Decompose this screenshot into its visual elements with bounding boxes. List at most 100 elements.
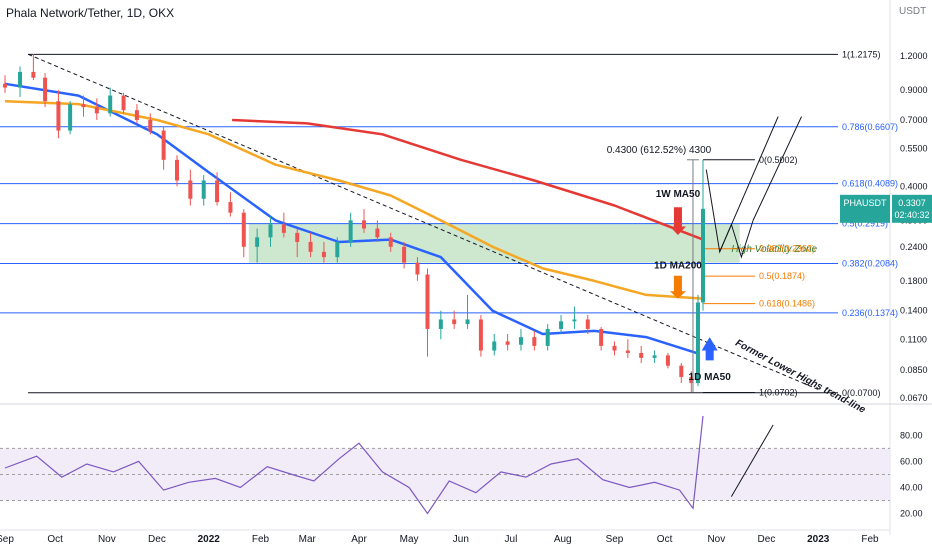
y-tick-label: 0.9000 (900, 85, 928, 95)
fib-ext-label: 0.382(0.2362) (759, 244, 815, 254)
y-tick-label: 0.0670 (900, 393, 928, 403)
candle-body (599, 328, 604, 346)
candle-body (108, 95, 113, 114)
candle-body (402, 246, 407, 263)
symbol-label: PHAUSDT (843, 198, 887, 208)
candle-body (572, 319, 577, 322)
candle-body (375, 228, 380, 238)
x-tick-label: Nov (98, 534, 116, 545)
candle-body (438, 319, 443, 329)
candle-body (201, 180, 206, 199)
candle-body (532, 337, 537, 346)
fib-ext-label: 0(0.5002) (759, 155, 798, 165)
ma-line (4, 99, 704, 300)
candle-body (505, 341, 510, 345)
candle-body (68, 104, 73, 131)
trendline (28, 53, 819, 390)
x-tick-label: Nov (707, 534, 725, 545)
x-tick-label: Jul (505, 534, 518, 545)
y-tick-label: 0.4000 (900, 181, 928, 191)
candle-body (295, 232, 300, 242)
y-tick-label: 1.2000 (900, 51, 928, 61)
candle-body (478, 319, 483, 351)
candle-body (612, 345, 617, 351)
fib-ext-label: 1(0.0702) (759, 387, 798, 397)
candle-body (188, 180, 193, 199)
candle-body (174, 159, 179, 181)
x-tick-label: Aug (554, 534, 572, 545)
y-tick-label: 0.1800 (900, 276, 928, 286)
fib-ext-label: 0.5(0.1874) (759, 271, 805, 281)
candle-body (388, 237, 393, 247)
x-tick-label: Apr (351, 534, 367, 545)
fib-ext-label: 0.618(0.1486) (759, 299, 815, 309)
x-tick-label: Dec (758, 534, 776, 545)
label-1d-ma50: 1D MA50 (689, 372, 732, 383)
candle-body (94, 107, 99, 114)
x-tick-label: Feb (252, 534, 270, 545)
candle-body (31, 71, 36, 78)
y-tick-label: 0.5500 (900, 144, 928, 154)
candle-body (255, 237, 260, 247)
label-1d-ma200: 1D MA200 (654, 260, 702, 271)
candle-body (241, 212, 246, 247)
arrow-down-orange (669, 275, 686, 299)
currency-label: USDT (899, 6, 927, 17)
candle-body (695, 302, 700, 384)
candle-body (148, 119, 153, 131)
candle-body (215, 180, 220, 203)
candle-body (639, 352, 644, 358)
x-tick-label: Oct (657, 534, 673, 545)
fib-level-label: 0.382(0.2084) (842, 259, 898, 269)
x-tick-label: 2022 (198, 534, 221, 545)
countdown-label: 02:40:32 (894, 210, 929, 220)
x-tick-label: Jun (453, 534, 469, 545)
candle-body (700, 208, 705, 303)
projection-arrow (719, 116, 779, 253)
candle-body (3, 83, 7, 88)
fib-level-label: 0(0.0700) (842, 388, 881, 398)
rsi-tick-label: 60.00 (900, 456, 923, 466)
candle-body (559, 321, 564, 329)
candle-body (56, 101, 61, 131)
candle-body (161, 130, 166, 160)
candle-body (335, 241, 340, 258)
candle-body (134, 110, 139, 120)
y-tick-label: 0.0850 (900, 365, 928, 375)
candle-body (281, 224, 286, 233)
rsi-tick-label: 20.00 (900, 508, 923, 518)
candle-body (348, 220, 353, 242)
ma-line (232, 118, 704, 241)
candle-body (308, 241, 313, 252)
label-1w-ma50: 1W MA50 (656, 189, 701, 200)
x-tick-label: Sep (606, 534, 624, 545)
x-tick-label: Sep (0, 534, 14, 545)
y-tick-label: 0.7000 (900, 115, 928, 125)
candle-body (518, 337, 523, 345)
fib-level-label: 0.618(0.4089) (842, 179, 898, 189)
zone-label: High Volatility Zone (731, 244, 817, 255)
rsi-tick-label: 80.00 (900, 430, 923, 440)
high-volatility-zone (248, 223, 740, 263)
candle-body (228, 202, 233, 213)
candle-body (585, 319, 590, 329)
candle-body (43, 77, 48, 102)
symbol-tag (840, 194, 890, 223)
x-tick-label: 2023 (807, 534, 830, 545)
rsi-tick-label: 40.00 (900, 482, 923, 492)
candle-body (679, 365, 684, 377)
candle-body (652, 355, 657, 358)
candle-body (268, 224, 273, 238)
fib-level-label: 0.236(0.1374) (842, 308, 898, 318)
candle-body (425, 274, 430, 329)
candle-body (452, 319, 457, 325)
x-tick-label: Feb (861, 534, 879, 545)
candle-body (665, 355, 670, 366)
candle-body (545, 328, 550, 346)
arrow-up-blue (701, 337, 718, 361)
candle-body (321, 251, 326, 258)
candle-body (18, 71, 23, 88)
candle-body (465, 319, 470, 325)
candle-body (415, 262, 420, 275)
